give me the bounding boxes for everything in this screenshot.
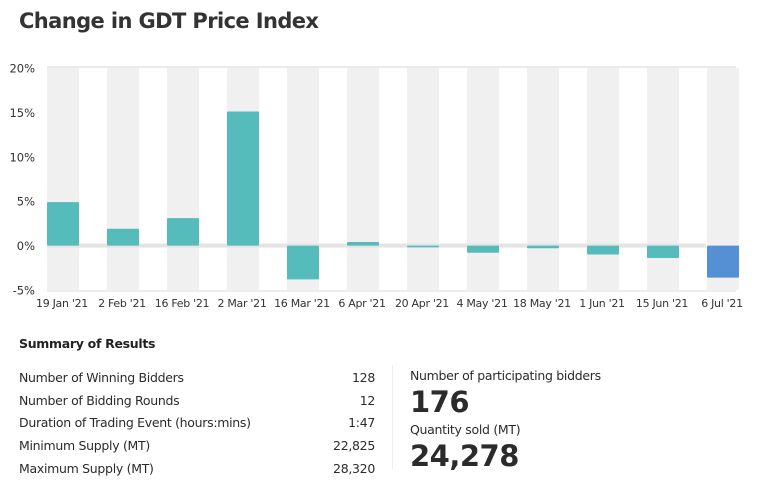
participating-bidders-label: Number of participating bidders — [410, 368, 601, 383]
summary-label: Number of Bidding Rounds — [19, 392, 180, 408]
x-tick-label: 4 May '21 — [456, 297, 507, 310]
bar — [647, 245, 679, 259]
x-tick-label: 2 Mar '21 — [217, 297, 266, 310]
summary-table: Number of Winning Bidders 128 Number of … — [19, 366, 375, 480]
bar — [47, 202, 79, 246]
chart-bands — [47, 66, 739, 292]
bar-chart: -5% 0% 5% 10% 15% 20% 19 Jan '21 2 Feb '21 16 F… — [9, 62, 743, 311]
category-band — [407, 68, 439, 290]
stats-panel: Number of participating bidders 176 Quan… — [410, 367, 601, 473]
x-tick-label: 19 Jan '21 — [36, 297, 88, 310]
y-tick-label: -5% — [13, 284, 35, 298]
category-band — [347, 68, 379, 290]
y-tick-label: 10% — [9, 150, 35, 164]
summary-row-duration: Duration of Trading Event (hours:mins) 1… — [19, 412, 375, 435]
plot-top-border — [47, 66, 736, 68]
bar — [287, 245, 319, 280]
x-tick-label: 16 Feb '21 — [155, 297, 210, 310]
bar — [107, 228, 139, 246]
summary-label: Duration of Trading Event (hours:mins) — [19, 415, 251, 431]
summary-title: Summary of Results — [19, 336, 156, 351]
summary-row-min-supply: Minimum Supply (MT) 22,825 — [19, 434, 375, 457]
summary-row-winning-bidders: Number of Winning Bidders 128 — [19, 366, 375, 389]
category-band — [167, 68, 199, 290]
y-tick-label: 15% — [9, 106, 35, 120]
x-tick-label: 16 Mar '21 — [274, 297, 330, 310]
chart-title: Change in GDT Price Index — [19, 9, 319, 33]
category-band — [47, 68, 79, 290]
category-band — [587, 68, 619, 290]
quantity-sold-value: 24,278 — [410, 439, 519, 473]
summary-value: 128 — [352, 369, 375, 385]
bar — [587, 245, 619, 255]
chart-bars — [47, 111, 739, 280]
x-tick-label: 6 Jul '21 — [701, 297, 743, 310]
bar — [347, 242, 379, 246]
participating-bidders-value: 176 — [410, 385, 470, 419]
bar — [527, 245, 559, 249]
x-tick-label: 1 Jun '21 — [579, 297, 625, 310]
y-tick-label: 0% — [17, 239, 35, 253]
summary-label: Maximum Supply (MT) — [19, 461, 154, 477]
vertical-divider — [392, 365, 393, 469]
bar — [167, 218, 199, 246]
summary-value: 28,320 — [333, 461, 375, 477]
summary-label: Minimum Supply (MT) — [19, 438, 150, 454]
bar — [707, 245, 739, 278]
x-tick-label: 18 May '21 — [513, 297, 571, 310]
x-tick-label: 15 Jun '21 — [636, 297, 688, 310]
summary-row-max-supply: Maximum Supply (MT) 28,320 — [19, 457, 375, 480]
category-band — [467, 68, 499, 290]
bar — [407, 245, 439, 248]
bar — [467, 245, 499, 253]
x-axis-ticks: 19 Jan '21 2 Feb '21 16 Feb '21 2 Mar '21 16… — [36, 297, 743, 310]
x-tick-label: 2 Feb '21 — [98, 297, 146, 310]
x-tick-label: 20 Apr '21 — [395, 297, 449, 310]
category-band — [107, 68, 139, 290]
x-axis-line — [47, 290, 736, 292]
x-tick-label: 6 Apr '21 — [338, 297, 385, 310]
quantity-sold-label: Quantity sold (MT) — [410, 422, 521, 437]
y-tick-label: 5% — [17, 195, 35, 209]
summary-row-bidding-rounds: Number of Bidding Rounds 12 — [19, 389, 375, 412]
y-axis-ticks: -5% 0% 5% 10% 15% 20% — [9, 62, 35, 298]
bar — [227, 111, 259, 246]
summary-label: Number of Winning Bidders — [19, 369, 184, 385]
category-band — [527, 68, 559, 290]
y-tick-label: 20% — [9, 62, 35, 76]
summary-value: 1:47 — [348, 415, 375, 431]
summary-value: 12 — [359, 392, 376, 408]
summary-value: 22,825 — [333, 438, 375, 454]
